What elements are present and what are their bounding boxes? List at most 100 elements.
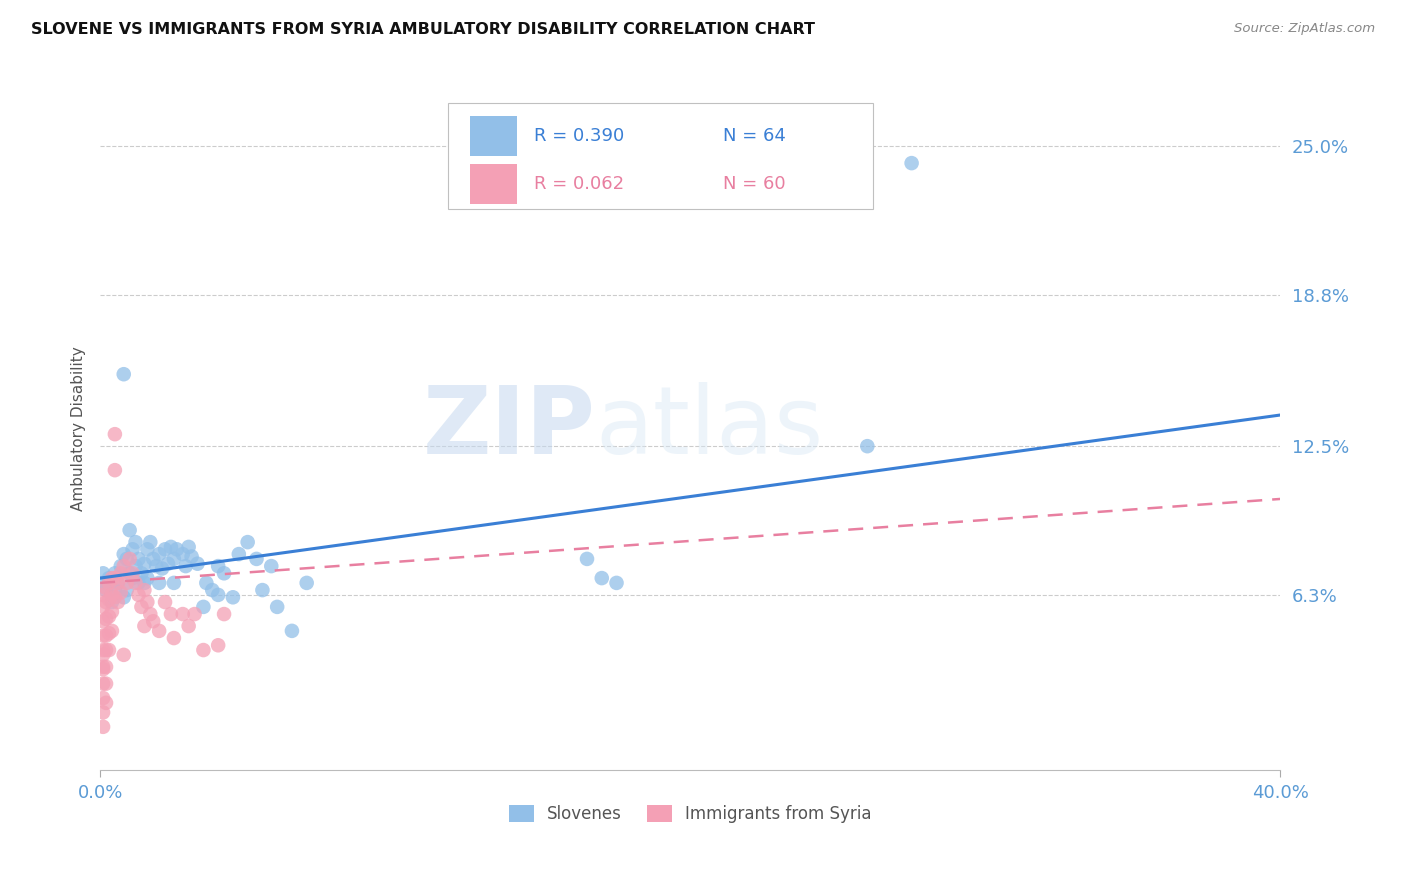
Point xyxy=(222,591,245,605)
Text: R = 0.390: R = 0.390 xyxy=(534,128,624,145)
Point xyxy=(115,583,138,598)
Point xyxy=(98,575,121,590)
Point xyxy=(131,599,153,614)
Point xyxy=(295,575,318,590)
Point xyxy=(91,660,114,674)
Point xyxy=(201,583,224,598)
Point xyxy=(160,607,183,621)
Point xyxy=(134,583,156,598)
FancyBboxPatch shape xyxy=(449,103,873,210)
Point xyxy=(139,535,162,549)
Point xyxy=(142,614,165,628)
Point xyxy=(94,612,117,626)
Point xyxy=(145,559,167,574)
Point xyxy=(91,706,114,720)
Point xyxy=(193,599,215,614)
Point xyxy=(98,626,121,640)
Point xyxy=(245,552,267,566)
Point xyxy=(177,619,200,633)
Point xyxy=(193,643,215,657)
Point xyxy=(136,595,159,609)
Point xyxy=(134,557,156,571)
Point xyxy=(112,648,135,662)
Point xyxy=(148,547,170,561)
Point xyxy=(98,609,121,624)
Point xyxy=(172,547,194,561)
Point xyxy=(94,629,117,643)
Point xyxy=(91,662,114,676)
Point xyxy=(207,559,229,574)
Point xyxy=(127,588,149,602)
Point xyxy=(166,542,188,557)
Point xyxy=(107,575,129,590)
Text: atlas: atlas xyxy=(596,382,824,475)
Point xyxy=(98,592,121,607)
Point xyxy=(148,624,170,638)
Point xyxy=(153,595,176,609)
Point xyxy=(136,571,159,585)
Point xyxy=(91,720,114,734)
Point xyxy=(101,571,124,585)
Point xyxy=(104,427,127,442)
Point xyxy=(180,549,202,564)
Point xyxy=(104,583,127,598)
Point xyxy=(124,535,146,549)
Point xyxy=(207,588,229,602)
Point xyxy=(148,575,170,590)
Point xyxy=(195,575,218,590)
Point xyxy=(94,676,117,690)
Point xyxy=(110,559,132,574)
Point xyxy=(101,595,124,609)
Point xyxy=(127,552,149,566)
Point xyxy=(98,643,121,657)
Point xyxy=(101,624,124,638)
Point xyxy=(91,676,114,690)
Point xyxy=(112,547,135,561)
Point xyxy=(134,575,156,590)
Point xyxy=(186,557,208,571)
Point xyxy=(91,588,114,602)
Point xyxy=(91,648,114,662)
Point xyxy=(252,583,274,598)
Point xyxy=(104,566,127,581)
Point xyxy=(91,614,114,628)
Point xyxy=(104,591,127,605)
Text: ZIP: ZIP xyxy=(423,382,596,475)
Point xyxy=(163,575,186,590)
Point xyxy=(94,581,117,595)
Point xyxy=(121,571,143,585)
Point xyxy=(94,643,117,657)
Text: SLOVENE VS IMMIGRANTS FROM SYRIA AMBULATORY DISABILITY CORRELATION CHART: SLOVENE VS IMMIGRANTS FROM SYRIA AMBULAT… xyxy=(31,22,815,37)
Point xyxy=(153,542,176,557)
Point xyxy=(124,575,146,590)
Point xyxy=(163,552,186,566)
Text: N = 60: N = 60 xyxy=(723,175,786,194)
Point xyxy=(115,575,138,590)
Point xyxy=(183,607,205,621)
Point xyxy=(124,559,146,574)
Point xyxy=(142,552,165,566)
Point xyxy=(174,559,197,574)
Point xyxy=(112,591,135,605)
Text: Source: ZipAtlas.com: Source: ZipAtlas.com xyxy=(1234,22,1375,36)
Point xyxy=(94,660,117,674)
Point xyxy=(856,439,879,453)
Point xyxy=(91,575,114,590)
Point xyxy=(591,571,613,585)
Point xyxy=(136,542,159,557)
Point xyxy=(127,575,149,590)
Point xyxy=(110,566,132,581)
Point xyxy=(134,619,156,633)
Point xyxy=(94,595,117,609)
Point xyxy=(94,583,117,598)
Point xyxy=(91,566,114,581)
Point xyxy=(91,629,114,643)
Point xyxy=(160,540,183,554)
Point xyxy=(91,643,114,657)
Point xyxy=(207,638,229,652)
Point xyxy=(163,631,186,645)
Point xyxy=(118,523,141,537)
Point xyxy=(131,566,153,581)
Point xyxy=(98,571,121,585)
Point xyxy=(110,585,132,599)
